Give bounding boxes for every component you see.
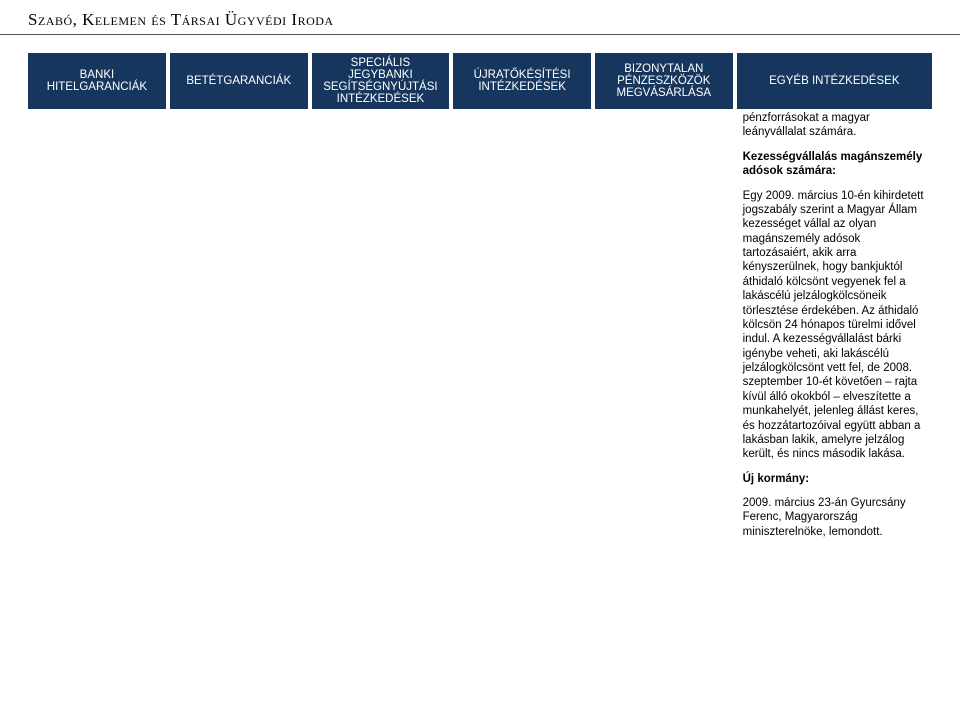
cell-bank-guarantees xyxy=(28,109,168,551)
law-firm-name: Szabó, Kelemen és Társai Ügyvédi Iroda xyxy=(0,0,960,34)
other-para-guarantee-body: Egy 2009. március 10-én kihirdetett jogs… xyxy=(743,189,926,462)
cell-recapitalization xyxy=(451,109,593,551)
col-header-asset-purchase: BIZONYTALAN PÉNZESZKÖZÖK MEGVÁSÁRLÁSA xyxy=(593,53,735,109)
table-header-row: BANKI HITELGARANCIÁK BETÉTGARANCIÁK SPEC… xyxy=(28,53,932,109)
cell-deposit-guarantees xyxy=(168,109,310,551)
cell-central-bank xyxy=(310,109,452,551)
table-row: pénzforrásokat a magyar leányvállalat sz… xyxy=(28,109,932,551)
col-header-other: EGYÉB INTÉZKEDÉSEK xyxy=(735,53,932,109)
col-header-bank-guarantees: BANKI HITELGARANCIÁK xyxy=(28,53,168,109)
other-heading-new-government: Új kormány: xyxy=(743,472,926,486)
main-table-wrap: BANKI HITELGARANCIÁK BETÉTGARANCIÁK SPEC… xyxy=(0,53,960,551)
other-para-new-government: 2009. március 23-án Gyurcsány Ferenc, Ma… xyxy=(743,496,926,539)
cell-other-measures: pénzforrásokat a magyar leányvállalat sz… xyxy=(735,109,932,551)
col-header-recapitalization: ÚJRATŐKÉSÍTÉSI INTÉZKEDÉSEK xyxy=(451,53,593,109)
title-divider xyxy=(0,34,960,35)
col-header-central-bank: SPECIÁLIS JEGYBANKI SEGÍTSÉGNYÚJTÁSI INT… xyxy=(310,53,452,109)
other-heading-guarantee: Kezességvállalás magánszemély adósok szá… xyxy=(743,150,926,179)
cell-asset-purchase xyxy=(593,109,735,551)
measures-table: BANKI HITELGARANCIÁK BETÉTGARANCIÁK SPEC… xyxy=(28,53,932,551)
other-para-intro: pénzforrásokat a magyar leányvállalat sz… xyxy=(743,111,926,140)
col-header-deposit-guarantees: BETÉTGARANCIÁK xyxy=(168,53,310,109)
